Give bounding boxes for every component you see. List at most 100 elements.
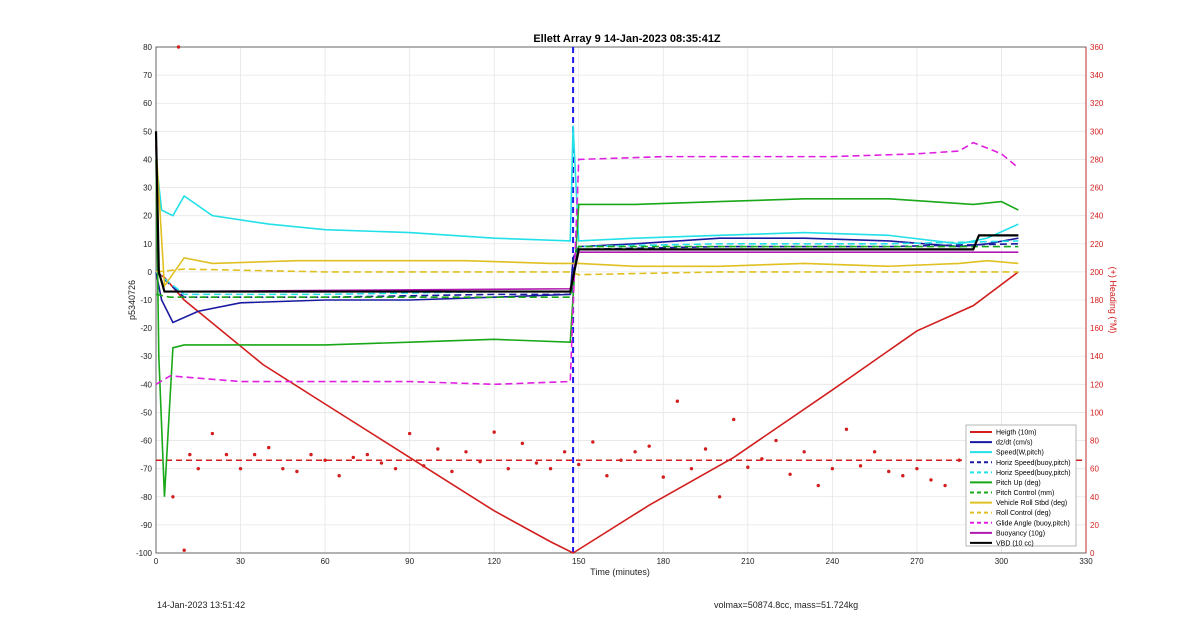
heading-point bbox=[450, 469, 454, 474]
heading-point bbox=[816, 483, 820, 488]
legend-label: Vehicle Roll Stbd (deg) bbox=[996, 500, 1067, 507]
heading-point bbox=[732, 417, 736, 422]
heading-point bbox=[548, 466, 553, 471]
heading-point bbox=[309, 452, 313, 457]
series-line bbox=[155, 237, 1019, 324]
heading-point bbox=[210, 431, 215, 436]
heading-point bbox=[619, 458, 623, 462]
y-right-tick-label: 320 bbox=[1090, 99, 1104, 108]
y-right-tick-label: 100 bbox=[1090, 408, 1104, 417]
heading-point bbox=[844, 427, 849, 432]
heading-point bbox=[915, 466, 919, 471]
series-line bbox=[155, 145, 1019, 289]
x-tick-label: 210 bbox=[741, 557, 755, 566]
plot-area: 0 30 60 90 120 150 180 210 240 270 300 330-100-90-8… bbox=[136, 43, 1104, 566]
heading-point bbox=[675, 399, 680, 403]
y-right-tick-label: 280 bbox=[1090, 155, 1104, 164]
legend-label: Speed(W,pitch) bbox=[996, 450, 1044, 457]
heading-point bbox=[171, 495, 175, 499]
y-tick-label: 40 bbox=[143, 155, 152, 164]
heading-point bbox=[703, 447, 708, 451]
x-axis-label: Time (minutes) bbox=[590, 567, 650, 577]
heading-point bbox=[591, 440, 595, 444]
heading-point bbox=[196, 466, 200, 471]
series-line bbox=[155, 159, 1019, 497]
series-line bbox=[155, 242, 1019, 298]
y-right-tick-label: 20 bbox=[1090, 521, 1099, 530]
y-tick-label: 20 bbox=[143, 212, 152, 221]
y-tick-label: -80 bbox=[140, 493, 152, 502]
heading-point bbox=[929, 478, 933, 482]
heading-point bbox=[182, 548, 186, 552]
footer-timestamp: 14-Jan-2023 13:51:42 bbox=[157, 600, 246, 610]
heading-point bbox=[224, 452, 229, 457]
heading-point bbox=[422, 464, 426, 468]
y-right-tick-label: 300 bbox=[1090, 127, 1104, 136]
y-axis-label: p5340726 bbox=[127, 280, 137, 320]
y-right-tick-label: 200 bbox=[1090, 268, 1104, 277]
y-right-tick-label: 240 bbox=[1090, 212, 1104, 221]
legend-label: Horiz Speed(buoy,pitch) bbox=[996, 470, 1071, 477]
y-tick-label: -30 bbox=[140, 352, 152, 361]
heading-point bbox=[577, 462, 581, 467]
heading-point bbox=[661, 475, 665, 479]
heading-point bbox=[506, 466, 510, 471]
y-tick-label: -100 bbox=[136, 549, 153, 558]
y-right-tick-label: 180 bbox=[1090, 296, 1104, 305]
footer-volmax: volmax=50874.8cc, mass=51.724kg bbox=[714, 600, 859, 610]
y-tick-label: 80 bbox=[143, 43, 152, 52]
x-tick-label: 180 bbox=[657, 557, 671, 566]
y-tick-label: 10 bbox=[143, 240, 152, 249]
series-line bbox=[154, 131, 1019, 293]
y-right-tick-label: 60 bbox=[1090, 465, 1099, 474]
heading-point bbox=[605, 473, 609, 478]
heading-point bbox=[188, 452, 192, 457]
legend-box bbox=[965, 424, 1077, 547]
heading-point bbox=[901, 473, 905, 478]
y-right-tick-label: 220 bbox=[1090, 240, 1104, 249]
y-right-tick-label: 360 bbox=[1090, 43, 1104, 52]
heading-point bbox=[176, 45, 181, 49]
heading-point bbox=[872, 450, 877, 454]
y-tick-label: -60 bbox=[140, 437, 152, 446]
heading-point bbox=[957, 458, 961, 462]
x-tick-label: 330 bbox=[1079, 557, 1093, 566]
heading-point bbox=[281, 466, 285, 471]
heading-point bbox=[534, 461, 539, 465]
y-right-tick-label: 80 bbox=[1090, 437, 1099, 446]
heading-point bbox=[238, 466, 243, 471]
heading-point bbox=[760, 457, 764, 461]
heading-point bbox=[365, 452, 370, 457]
x-tick-label: 240 bbox=[826, 557, 840, 566]
heading-point bbox=[858, 464, 863, 468]
heading-point bbox=[717, 495, 722, 499]
y-tick-label: -10 bbox=[140, 296, 152, 305]
heading-point bbox=[562, 450, 567, 454]
heading-point bbox=[464, 450, 468, 454]
y-tick-label: 70 bbox=[143, 71, 152, 80]
y-right-tick-label: 340 bbox=[1090, 71, 1104, 80]
series-line bbox=[155, 271, 1019, 554]
heading-point bbox=[633, 450, 637, 454]
legend-label: Pitch Control (mm) bbox=[996, 490, 1054, 497]
heading-point bbox=[393, 466, 398, 471]
series-line bbox=[155, 268, 1019, 276]
heading-point bbox=[351, 455, 355, 460]
heading-point bbox=[267, 445, 271, 450]
y-tick-label: -50 bbox=[140, 408, 152, 417]
heading-point bbox=[520, 441, 525, 446]
heading-point bbox=[802, 450, 806, 454]
x-tick-label: 90 bbox=[405, 557, 414, 566]
x-tick-label: 300 bbox=[995, 557, 1009, 566]
heading-point bbox=[788, 472, 792, 476]
legend-label: Pitch Up (deg) bbox=[996, 480, 1041, 487]
heading-point bbox=[379, 461, 384, 465]
heading-point bbox=[295, 469, 299, 474]
heading-point bbox=[407, 431, 412, 436]
heading-point bbox=[830, 466, 835, 471]
heading-point bbox=[647, 444, 651, 448]
legend-label: Glide Angle (buoy,pitch) bbox=[996, 520, 1070, 527]
y-tick-label: -70 bbox=[140, 465, 152, 474]
heading-point bbox=[323, 458, 327, 462]
